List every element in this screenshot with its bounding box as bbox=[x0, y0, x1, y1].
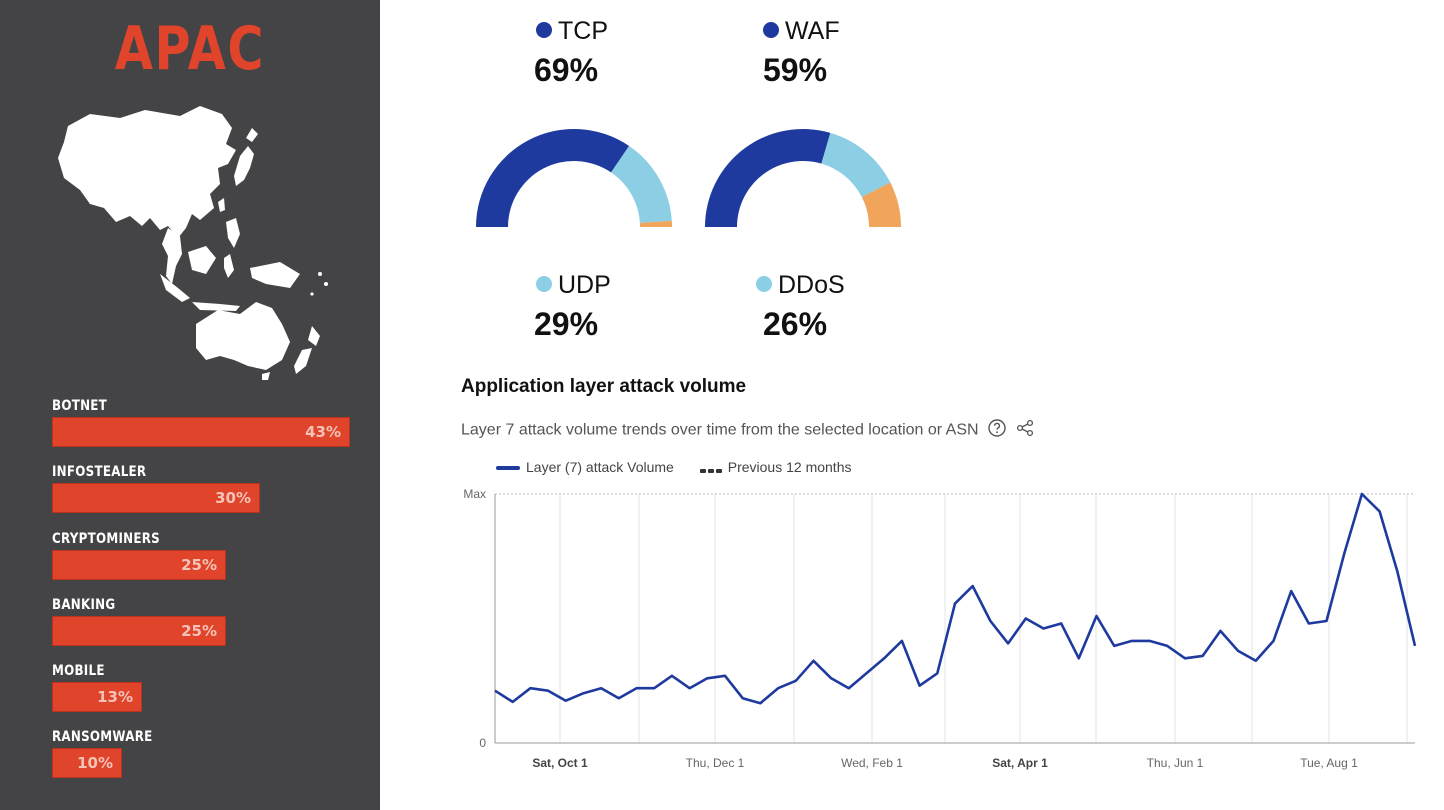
gauge-segment-other bbox=[861, 182, 901, 227]
threat-botnet: BOTNET 43% bbox=[52, 398, 350, 447]
threat-percent: 25% bbox=[181, 622, 217, 640]
ddos-label-text: DDoS bbox=[778, 271, 845, 299]
threat-percent: 43% bbox=[305, 423, 341, 441]
legend-dash-swatch bbox=[699, 460, 722, 476]
y-tick-max: Max bbox=[463, 487, 486, 501]
threat-label: MOBILE bbox=[52, 663, 105, 679]
gauge-udp-value: 29% bbox=[534, 306, 599, 342]
x-tick-label: Thu, Jun 1 bbox=[1147, 756, 1204, 770]
gauge-segment-waf bbox=[705, 128, 831, 227]
legend-line-swatch bbox=[496, 466, 520, 471]
udp-label-text: UDP bbox=[558, 271, 611, 299]
legend-previous-label: Previous 12 months bbox=[727, 459, 852, 475]
threat-mobile: MOBILE 13% bbox=[52, 663, 142, 712]
region-title: APAC bbox=[114, 14, 266, 84]
legend-item-previous[interactable]: Previous 12 months bbox=[699, 459, 852, 476]
gauge-segment-udp bbox=[611, 145, 672, 223]
threat-label: RANSOMWARE bbox=[52, 729, 153, 745]
x-tick-label: Wed, Feb 1 bbox=[841, 756, 903, 770]
section-title: Application layer attack volume bbox=[461, 376, 747, 397]
region-panel: APAC BO bbox=[0, 0, 380, 810]
gauge-udp-label: UDP bbox=[536, 271, 611, 300]
attack-volume-chart: Max 0 Sat, Oct 1 Thu, Dec 1 Wed, Feb 1 Sat, A… bbox=[463, 487, 1417, 770]
tcp-label-text: TCP bbox=[558, 17, 608, 45]
ddos-dot bbox=[756, 276, 772, 292]
help-icon[interactable] bbox=[987, 418, 1007, 443]
threat-banking: BANKING 25% bbox=[52, 597, 226, 646]
apac-map bbox=[58, 106, 328, 380]
waf-label-text: WAF bbox=[785, 17, 840, 45]
waf-dot bbox=[763, 22, 779, 38]
series-line-layer7[interactable] bbox=[494, 492, 1417, 705]
threat-percent: 10% bbox=[77, 754, 113, 772]
threat-bar: 13% bbox=[52, 682, 142, 712]
threat-bar: 30% bbox=[52, 483, 260, 513]
gauge-ddos-value: 26% bbox=[763, 306, 828, 342]
gauge-segment-tcp bbox=[476, 129, 630, 227]
threat-label: INFOSTEALER bbox=[52, 464, 147, 480]
x-tick-label: Sat, Apr 1 bbox=[992, 756, 1048, 770]
threat-percent: 30% bbox=[215, 489, 251, 507]
threat-cryptominers: CRYPTOMINERS 25% bbox=[52, 531, 226, 580]
udp-dot bbox=[536, 276, 552, 292]
gauge-tcp-udp bbox=[476, 129, 672, 227]
threat-label: BOTNET bbox=[52, 398, 108, 414]
x-tick-label: Thu, Dec 1 bbox=[686, 756, 745, 770]
threat-bar: 25% bbox=[52, 616, 226, 646]
gauge-waf-ddos bbox=[705, 128, 901, 227]
threat-bar: 25% bbox=[52, 550, 226, 580]
chart-legend: Layer (7) attack Volume Previous 12 mont… bbox=[496, 459, 873, 476]
gauge-ddos-label: DDoS bbox=[756, 271, 845, 300]
gauge-segment-other bbox=[639, 220, 672, 227]
legend-current-label: Layer (7) attack Volume bbox=[526, 459, 674, 475]
gauge-tcp-value: 69% bbox=[534, 52, 599, 88]
threat-infostealer: INFOSTEALER 30% bbox=[52, 464, 260, 513]
tcp-dot bbox=[536, 22, 552, 38]
threat-label: CRYPTOMINERS bbox=[52, 531, 160, 547]
threat-bar: 43% bbox=[52, 417, 350, 447]
gauge-waf-label: WAF bbox=[763, 17, 840, 46]
threat-ransomware: RANSOMWARE 10% bbox=[52, 729, 170, 778]
x-tick-label: Tue, Aug 1 bbox=[1300, 756, 1358, 770]
share-icon[interactable] bbox=[1015, 418, 1035, 443]
y-tick-zero: 0 bbox=[479, 736, 486, 750]
legend-item-current[interactable]: Layer (7) attack Volume bbox=[496, 459, 674, 475]
threat-label: BANKING bbox=[52, 597, 116, 613]
section-subtitle: Layer 7 attack volume trends over time f… bbox=[461, 418, 1035, 443]
threat-percent: 25% bbox=[181, 556, 217, 574]
threat-percent: 13% bbox=[97, 688, 133, 706]
subtitle-text: Layer 7 attack volume trends over time f… bbox=[461, 421, 979, 439]
gauge-segment-ddos bbox=[821, 132, 891, 198]
gauge-tcp-label: TCP bbox=[536, 17, 608, 46]
x-tick-label: Sat, Oct 1 bbox=[532, 756, 588, 770]
gauge-waf-value: 59% bbox=[763, 52, 828, 88]
threat-bar: 10% bbox=[52, 748, 122, 778]
